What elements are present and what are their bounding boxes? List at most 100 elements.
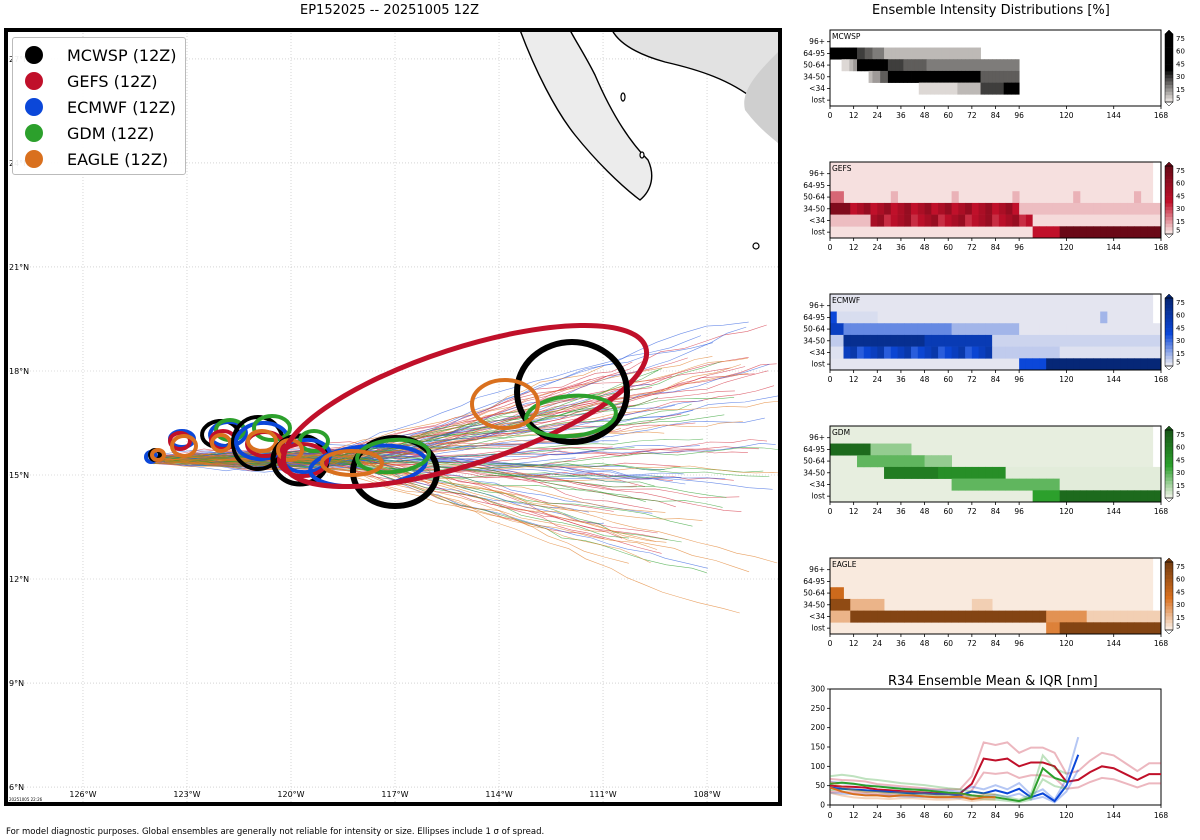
heatmap-cell: [1059, 346, 1067, 359]
y-tick-label: 96+: [809, 565, 825, 574]
colorbar-segment: [1165, 51, 1173, 55]
heatmap-cell: [1007, 59, 1012, 72]
heatmap-cell: [1127, 466, 1135, 479]
heatmap-cell: [972, 70, 978, 83]
heatmap-cell: [1120, 490, 1128, 503]
heatmap-cell: [958, 346, 966, 359]
heatmap-cell: [1079, 214, 1088, 227]
heatmap-cell: [1066, 610, 1074, 623]
heatmap-cell: [971, 323, 980, 336]
heatmap-cell: [1133, 191, 1142, 204]
heatmap-cell: [845, 47, 850, 60]
heatmap-cell: [985, 346, 993, 359]
heatmap-cell: [907, 59, 912, 72]
colorbar-segment: [1165, 34, 1173, 38]
colorbar-segment: [1165, 582, 1173, 587]
heatmap-cell: [998, 323, 1007, 336]
heatmap-cell: [1106, 226, 1115, 239]
x-tick-label: 168: [1154, 639, 1169, 648]
heatmap-cell: [1127, 214, 1135, 227]
heatmap-cell: [957, 82, 962, 95]
x-tick-label: 60: [943, 507, 953, 516]
heatmap-cell: [926, 82, 931, 95]
heatmap-cell: [965, 82, 970, 95]
heatmap-cell: [853, 59, 858, 72]
heatmap-cell: [876, 59, 881, 72]
colorbar-tick-label: 15: [1176, 350, 1185, 358]
y-tick-label: 96+: [809, 301, 825, 310]
heatmap-cell: [1005, 214, 1013, 227]
ensemble-track: [159, 441, 653, 510]
heatmap-cell: [868, 47, 873, 60]
colorbar-segment: [1165, 349, 1173, 353]
r34-mean-gdm: [829, 766, 1067, 803]
colorbar-segment: [1165, 494, 1173, 499]
colorbar-segment: [1165, 311, 1173, 316]
legend-marker: [25, 124, 43, 142]
colorbar-segment: [1165, 606, 1173, 610]
heatmap-cell: [891, 59, 897, 72]
heatmap-cell: [1100, 202, 1108, 215]
heatmap-cell: [965, 346, 973, 359]
colorbar-segment: [1165, 321, 1173, 326]
heatmap-panel-label: GEFS: [832, 164, 852, 173]
heatmap-cell: [904, 214, 912, 227]
heatmap-cell: [1066, 346, 1074, 359]
y-tick-label: <34: [809, 480, 825, 489]
heatmap-cell: [992, 214, 1000, 227]
heatmap-cell: [930, 82, 935, 95]
heatmap-cell: [988, 82, 993, 95]
heatmap-cell: [1100, 622, 1108, 635]
r34-mean-ecmwf: [829, 754, 1080, 803]
colorbar-segment: [1165, 342, 1173, 346]
heatmap-cell: [1039, 202, 1047, 215]
heatmap-cell: [1046, 478, 1054, 491]
heatmap-cell: [891, 70, 897, 83]
heatmap-cell: [1059, 226, 1067, 239]
heatmap-cell: [872, 70, 877, 83]
y-tick-label: 50-64: [803, 457, 825, 466]
colorbar-tick-label: 15: [1176, 86, 1185, 94]
heatmap-cell: [1120, 202, 1128, 215]
heatmap-cell: [1046, 323, 1054, 336]
heatmap-cell: [850, 598, 858, 611]
heatmap-cell: [1093, 334, 1101, 347]
heatmap-cell: [877, 598, 885, 611]
x-tick-label: 36: [896, 111, 906, 120]
heatmap-cell: [931, 466, 939, 479]
colorbar-segment: [1165, 37, 1173, 42]
heatmap-cell: [1079, 346, 1088, 359]
lon-label: 120°W: [277, 790, 304, 799]
heatmap-cell: [1039, 478, 1047, 491]
heatmap-cell: [924, 610, 932, 623]
colorbar-segment: [1165, 172, 1173, 177]
heatmap-cell: [1073, 191, 1081, 204]
heatmap-cell: [1032, 323, 1040, 336]
heatmap-cell: [1052, 466, 1061, 479]
heatmap-cell: [843, 598, 851, 611]
uncertainty-ellipse: [355, 437, 431, 475]
heatmap-cell: [833, 47, 839, 60]
lat-label: 9°N: [9, 679, 24, 688]
heatmap-cell: [1025, 214, 1034, 227]
y-tick-label: 300: [811, 685, 826, 694]
heatmap-cell: [1073, 226, 1081, 239]
x-tick-label: 36: [896, 507, 906, 516]
heatmap-cell: [976, 59, 981, 72]
heatmap-cell: [978, 214, 986, 227]
x-tick-label: 0: [828, 375, 833, 384]
colorbar-segment: [1165, 227, 1173, 231]
heatmap-cell: [938, 466, 946, 479]
heatmap-cell: [1106, 478, 1115, 491]
heatmap-cell: [992, 82, 997, 95]
heatmap-cell: [1127, 334, 1135, 347]
x-tick-label: 168: [1154, 507, 1169, 516]
x-tick-label: 84: [991, 507, 1001, 516]
heatmap-panel-label: GDM: [832, 428, 850, 437]
heatmap-cell: [860, 59, 866, 72]
heatmap-cell: [890, 455, 898, 468]
heatmap-cell: [904, 202, 912, 215]
x-tick-label: 96: [1014, 243, 1024, 252]
heatmap-cell: [864, 47, 870, 60]
